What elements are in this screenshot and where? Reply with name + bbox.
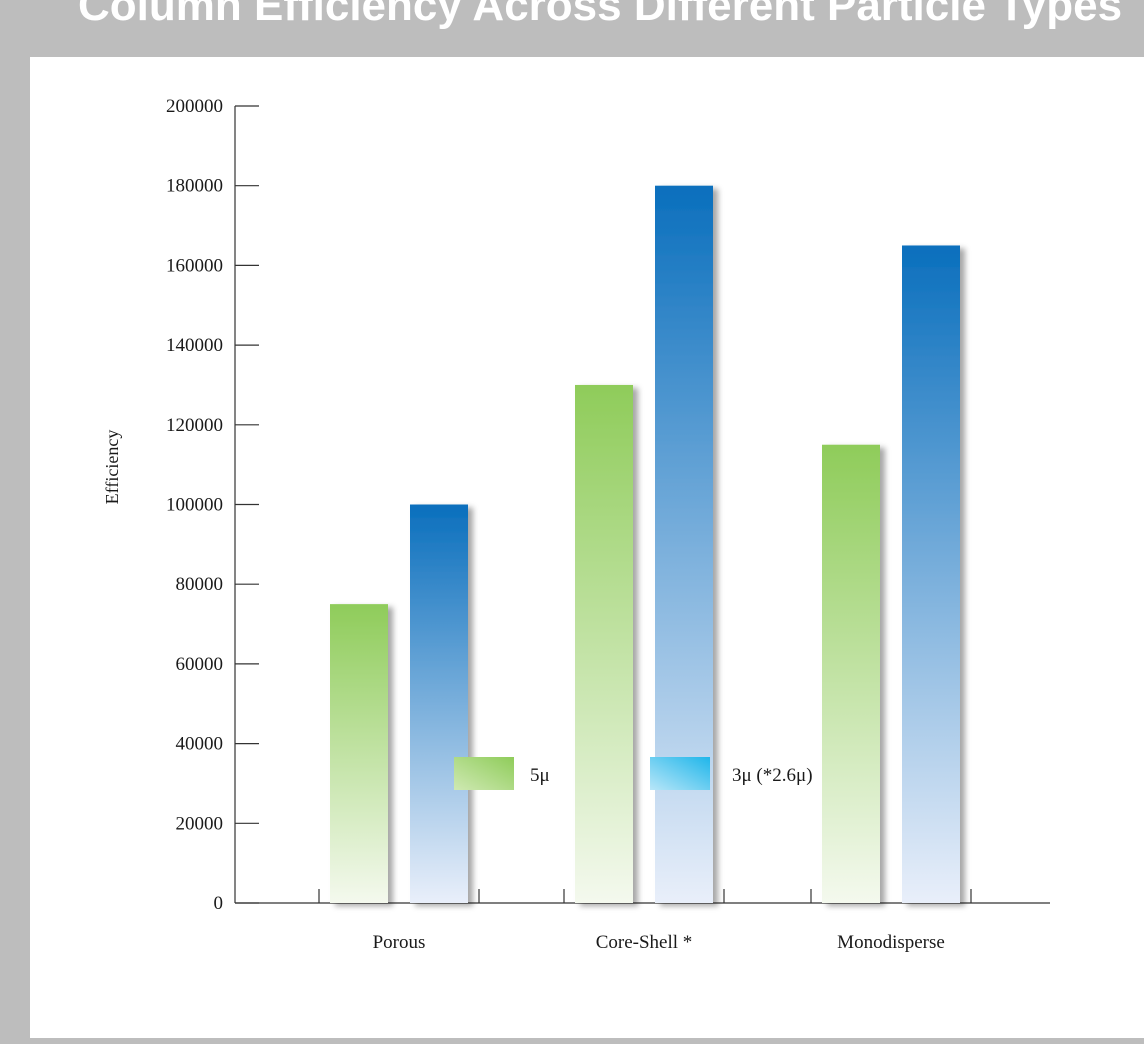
bar-5u-2 [822, 444, 880, 903]
chart-legend: 5μ 3μ (*2.6μ) [454, 757, 813, 790]
chart-panel: 0 20000 40000 60000 80000 100000 120000 140000 1… [30, 57, 1144, 1038]
bar-5u-1 [575, 384, 633, 903]
bar-3u-1 [655, 185, 713, 903]
chart-labels: Efficiency Porous Core-Shell * Monodisperse [102, 430, 945, 953]
legend-label: 3μ (*2.6μ) [732, 765, 813, 786]
y-tick-label: 200000 [166, 96, 223, 117]
y-tick-label: 40000 [176, 734, 224, 755]
bar-3u-0 [410, 504, 468, 903]
y-tick-label: 140000 [166, 335, 223, 356]
y-tick-label: 100000 [166, 495, 223, 516]
y-tick-label: 160000 [166, 255, 223, 276]
x-category-label: Core-Shell * [596, 932, 693, 953]
legend-swatch [454, 757, 514, 790]
page-title: Column Efficiency Across Different Parti… [78, 0, 1123, 30]
bar-5u-0 [330, 604, 388, 903]
efficiency-bar-chart: 0 20000 40000 60000 80000 100000 120000 140000 1… [102, 96, 1050, 953]
y-tick-label: 60000 [176, 654, 224, 675]
x-category-label: Monodisperse [837, 932, 945, 953]
y-tick-label: 80000 [176, 574, 224, 595]
y-tick-label: 0 [214, 893, 224, 914]
bar-3u-2 [902, 245, 960, 904]
chart-axes: 0 20000 40000 60000 80000 100000 120000 140000 1… [166, 96, 1050, 914]
y-tick-label: 180000 [166, 176, 223, 197]
y-tick-label: 120000 [166, 415, 223, 436]
legend-swatch [650, 757, 710, 790]
y-axis-label: Efficiency [102, 430, 122, 505]
legend-label: 5μ [530, 765, 550, 786]
x-category-label: Porous [373, 932, 426, 953]
chart-bars [330, 185, 960, 904]
y-tick-label: 20000 [176, 813, 224, 834]
